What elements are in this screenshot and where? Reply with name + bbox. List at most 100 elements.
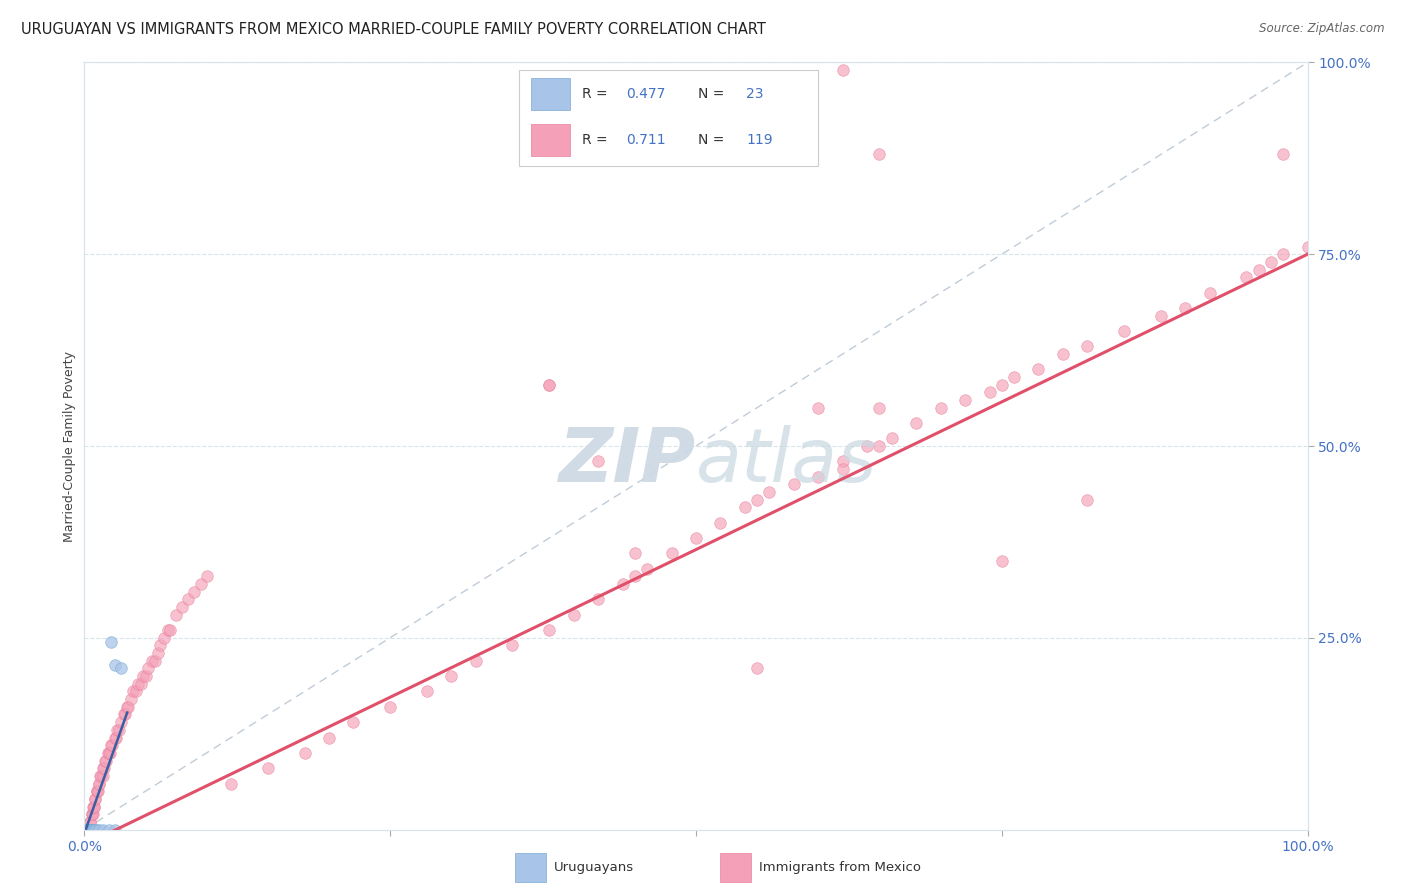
Point [831, 462, 853, 476]
Point [136, 661, 159, 675]
Point [73, 822, 96, 837]
Point [807, 469, 830, 483]
Point [73, 822, 96, 837]
Point [97, 746, 120, 760]
Point [146, 646, 169, 660]
Point [114, 707, 136, 722]
Point [1272, 247, 1295, 261]
Point [709, 516, 731, 530]
Point [84, 792, 107, 806]
Point [76, 822, 98, 837]
Point [77, 822, 100, 837]
Point [82, 807, 104, 822]
Point [929, 401, 952, 415]
Point [1236, 270, 1258, 285]
Point [87, 776, 110, 790]
Text: Immigrants from Mexico: Immigrants from Mexico [759, 861, 921, 874]
Point [105, 731, 128, 745]
Point [91, 761, 114, 775]
Point [1076, 492, 1098, 507]
Point [612, 577, 634, 591]
Point [440, 669, 463, 683]
Point [80, 822, 103, 837]
Point [79, 814, 101, 829]
Point [87, 822, 110, 837]
Point [86, 784, 108, 798]
Point [120, 692, 142, 706]
Point [91, 769, 114, 783]
Point [117, 699, 139, 714]
Point [1028, 362, 1050, 376]
Point [342, 715, 364, 730]
Point [77, 822, 100, 837]
Point [195, 569, 218, 583]
Point [502, 639, 524, 653]
Point [747, 661, 769, 675]
Point [165, 607, 187, 622]
Point [416, 684, 439, 698]
Point [183, 584, 205, 599]
Point [75, 822, 97, 837]
Point [869, 147, 891, 161]
Point [97, 746, 120, 760]
Point [79, 822, 101, 837]
Point [77, 822, 100, 837]
Point [89, 769, 111, 783]
Point [159, 623, 181, 637]
Point [87, 784, 110, 798]
Point [1150, 309, 1173, 323]
Point [149, 639, 172, 653]
Point [538, 377, 561, 392]
Point [93, 761, 115, 775]
Point [1114, 324, 1136, 338]
Point [100, 634, 122, 648]
Point [177, 592, 200, 607]
Point [76, 822, 98, 837]
Point [80, 807, 103, 822]
Point [905, 416, 928, 430]
Point [132, 669, 155, 683]
Point [747, 492, 769, 507]
Point [76, 822, 98, 837]
Point [562, 607, 585, 622]
Point [586, 454, 609, 468]
Point [125, 684, 148, 698]
Point [831, 454, 853, 468]
Point [153, 631, 176, 645]
Point [807, 401, 830, 415]
Point [105, 723, 128, 737]
Point [86, 822, 108, 837]
Text: Source: ZipAtlas.com: Source: ZipAtlas.com [1260, 22, 1385, 36]
Point [869, 439, 891, 453]
Point [141, 654, 163, 668]
Point [82, 822, 104, 837]
Point [1247, 262, 1270, 277]
Point [83, 799, 105, 814]
Point [624, 569, 647, 583]
Point [880, 431, 903, 445]
Point [1272, 147, 1295, 161]
Point [135, 669, 157, 683]
Point [464, 654, 486, 668]
Point [869, 401, 891, 415]
Point [75, 822, 97, 837]
Point [991, 554, 1014, 568]
Text: URUGUAYAN VS IMMIGRANTS FROM MEXICO MARRIED-COUPLE FAMILY POVERTY CORRELATION CH: URUGUAYAN VS IMMIGRANTS FROM MEXICO MARR… [21, 22, 766, 37]
Point [219, 776, 242, 790]
Point [77, 822, 100, 837]
Point [73, 822, 96, 837]
Point [1296, 239, 1319, 253]
Point [87, 776, 110, 790]
Point [758, 485, 780, 500]
Point [94, 754, 117, 768]
Point [77, 822, 100, 837]
Text: Uruguayans: Uruguayans [554, 861, 634, 874]
Point [107, 723, 129, 737]
Point [80, 807, 103, 822]
Point [129, 677, 152, 691]
Point [75, 822, 97, 837]
Point [79, 822, 101, 837]
Point [636, 562, 658, 576]
Point [143, 654, 166, 668]
Point [83, 799, 105, 814]
